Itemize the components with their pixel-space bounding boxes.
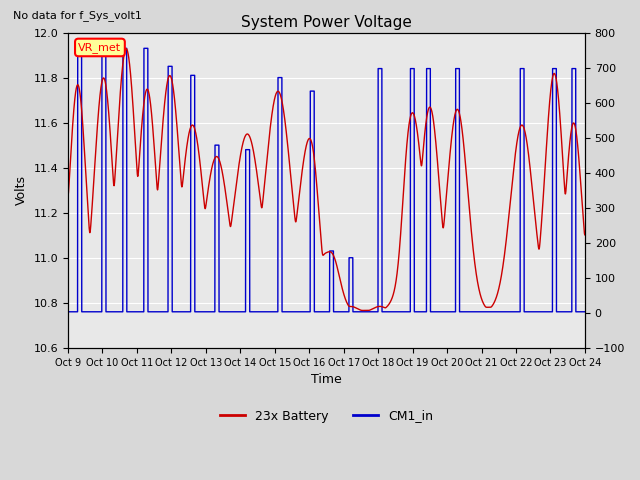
Y-axis label: Volts: Volts: [15, 175, 28, 205]
X-axis label: Time: Time: [311, 373, 342, 386]
Legend: 23x Battery, CM1_in: 23x Battery, CM1_in: [214, 405, 438, 428]
Title: System Power Voltage: System Power Voltage: [241, 15, 412, 30]
Text: No data for f_Sys_volt1: No data for f_Sys_volt1: [13, 10, 141, 21]
Text: VR_met: VR_met: [78, 42, 122, 53]
